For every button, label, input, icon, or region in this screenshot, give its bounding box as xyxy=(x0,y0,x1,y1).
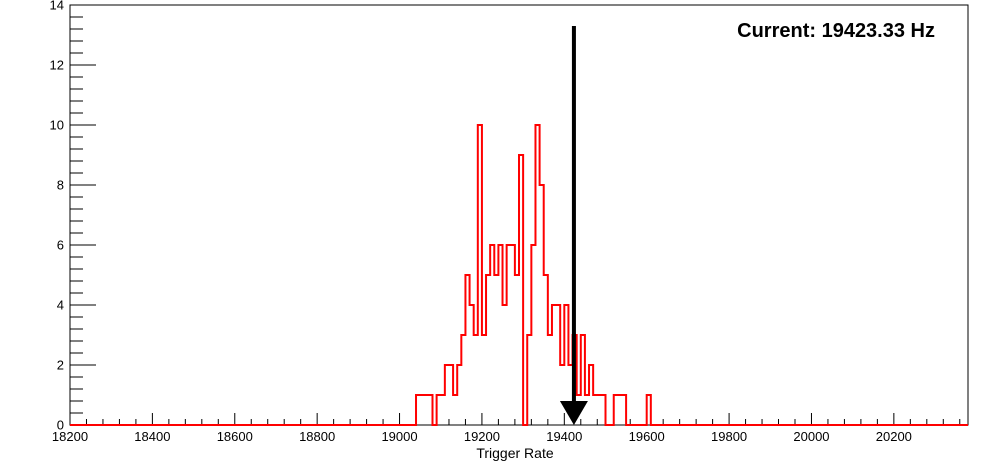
x-tick-label: 18400 xyxy=(134,429,170,444)
x-tick-label: 19200 xyxy=(464,429,500,444)
current-rate-label: Current: 19423.33 Hz xyxy=(737,20,935,42)
x-axis: 18200 18400 18600 18800 19000 19200 19400 19600… xyxy=(52,413,961,444)
x-tick-label: 18200 xyxy=(52,429,88,444)
arrow-head-icon xyxy=(559,401,588,425)
x-tick-label: 19600 xyxy=(629,429,665,444)
y-tick-label: 2 xyxy=(57,358,64,373)
x-tick-label: 20000 xyxy=(793,429,829,444)
y-axis: 0 2 4 6 8 10 12 14 xyxy=(50,0,96,433)
x-tick-label: 19000 xyxy=(381,429,417,444)
x-tick-label: 19400 xyxy=(546,429,582,444)
y-tick-label: 4 xyxy=(57,298,64,313)
x-tick-label: 19800 xyxy=(711,429,747,444)
current-rate-arrow xyxy=(559,26,588,425)
y-tick-label: 6 xyxy=(57,238,64,253)
histogram-series-line xyxy=(70,124,968,426)
y-tick-label: 10 xyxy=(50,118,64,133)
x-axis-title: Trigger Rate xyxy=(476,445,554,461)
x-tick-label: 20200 xyxy=(876,429,912,444)
x-tick-label: 18800 xyxy=(299,429,335,444)
x-tick-label: 18600 xyxy=(217,429,253,444)
y-tick-label: 12 xyxy=(50,58,64,73)
y-tick-label: 8 xyxy=(57,178,64,193)
y-tick-label: 0 xyxy=(57,418,64,433)
y-tick-label: 14 xyxy=(50,0,64,13)
